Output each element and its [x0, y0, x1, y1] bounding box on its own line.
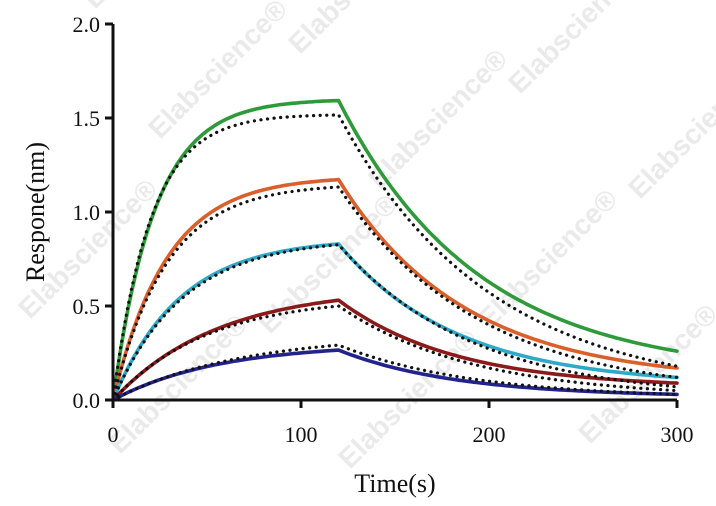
ticks-layer: 0.0 0.5 1.0 1.5 2.0 0 100 200 300	[73, 12, 694, 447]
y-tick-label: 1.0	[73, 200, 101, 225]
x-tick-label: 300	[661, 422, 694, 447]
x-tick-label: 0	[108, 422, 119, 447]
watermark-text: Elabscience®	[77, 0, 228, 14]
fit-curve-series-7	[111, 243, 679, 402]
watermark-layer: Elabscience®Elabscience® Elabscience® Elab…	[12, 0, 716, 474]
x-tick-label: 200	[473, 422, 506, 447]
watermark-text: Elabscience®	[252, 188, 403, 339]
watermark-text: Elabscience®	[502, 0, 653, 99]
watermark-text: Elabscience®	[472, 183, 623, 334]
y-tick-label: 1.5	[73, 106, 101, 131]
fit-curve-series-8	[111, 304, 679, 402]
watermark-text: Elabscience®	[362, 43, 513, 194]
watermark-text: Elabscience®	[622, 53, 716, 204]
x-axis-title: Time(s)	[354, 469, 435, 498]
fit-curve-series-9	[111, 343, 679, 402]
response-curve-series-0	[111, 98, 679, 402]
series-layer	[111, 98, 679, 402]
fit-curve-series-6	[111, 185, 679, 402]
y-tick-label: 0.5	[73, 294, 101, 319]
y-tick-label: 2.0	[73, 12, 101, 37]
watermark-text: Elabscience®	[282, 0, 433, 59]
response-curve-series-3	[111, 298, 679, 402]
response-curve-series-1	[111, 177, 679, 402]
y-axis-title: Respone(nm)	[21, 142, 50, 282]
x-tick-label: 100	[285, 422, 318, 447]
y-tick-label: 0.0	[73, 388, 101, 413]
